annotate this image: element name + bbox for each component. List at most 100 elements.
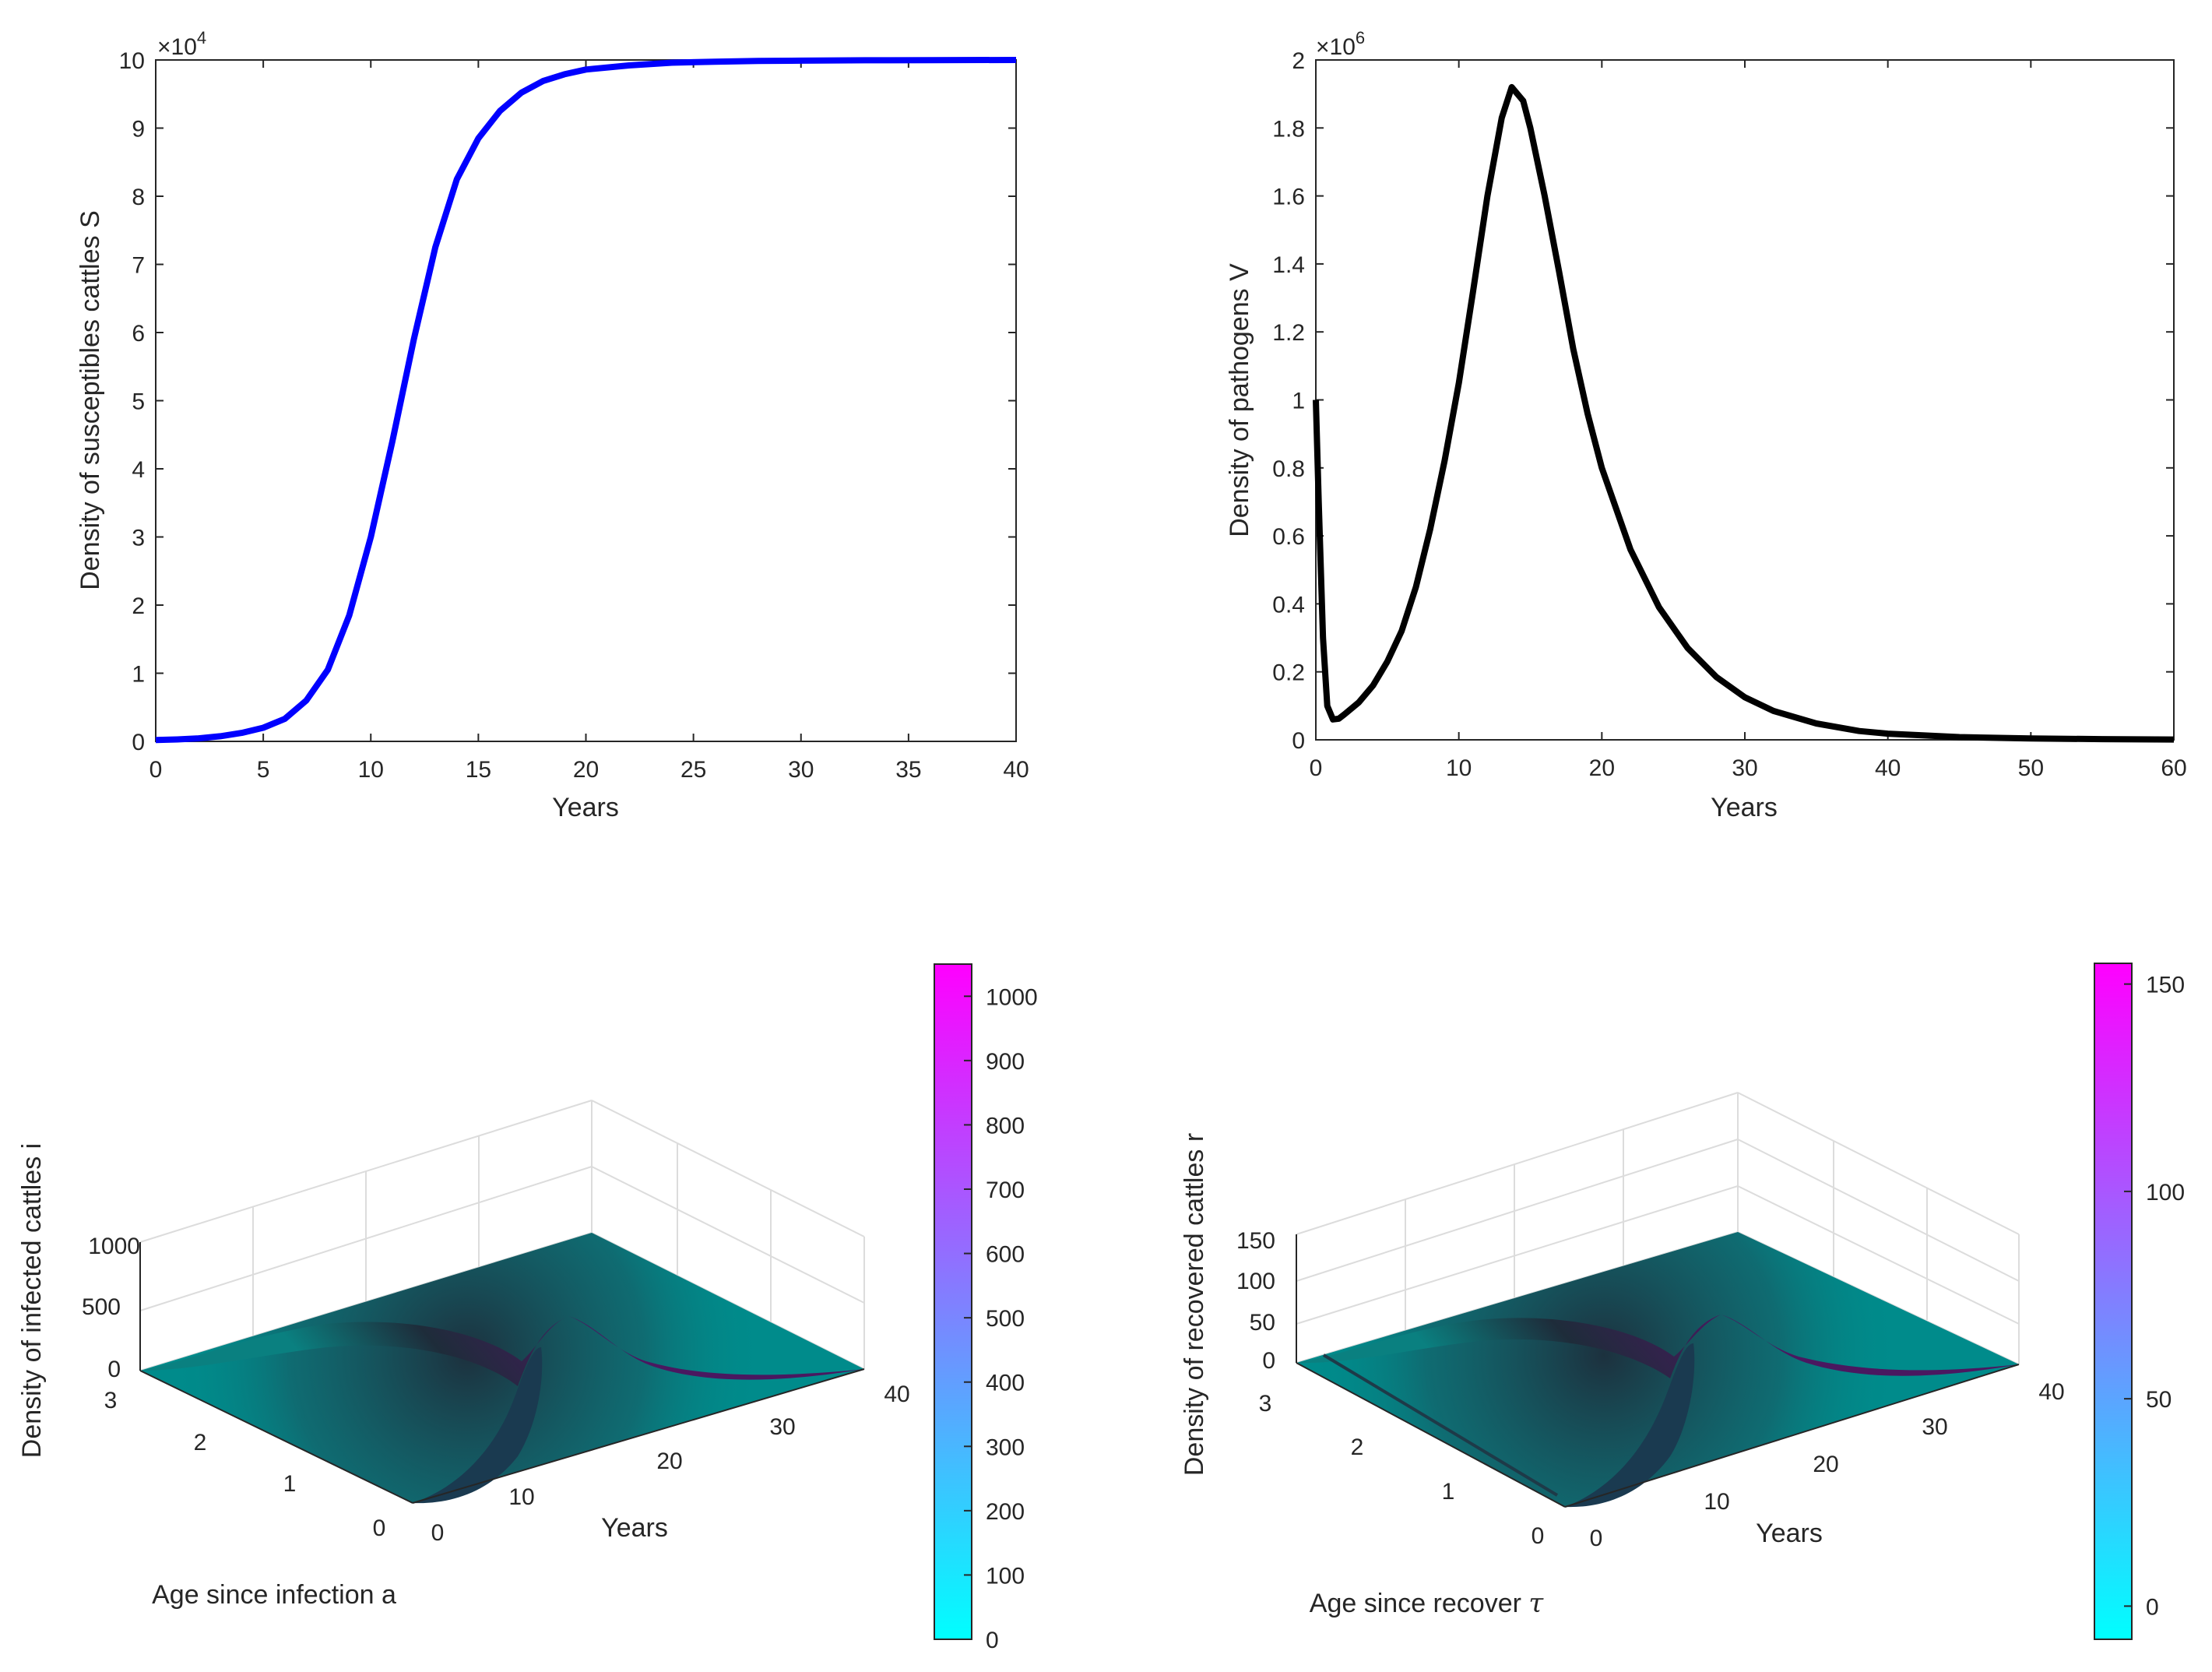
y-tick-label: 2 (132, 593, 145, 619)
y-tick-labels: 0 0.2 0.4 0.6 0.8 1 1.2 1.4 1.6 1.8 2 (1272, 48, 1305, 754)
years-tick-label: 0 (1590, 1526, 1603, 1551)
x-axis-label: Years (601, 1513, 668, 1543)
z-tick-label: 0 (107, 1357, 121, 1382)
age-tick-label: 2 (1351, 1434, 1364, 1460)
years-tick-label: 30 (1922, 1414, 1947, 1440)
z-tick-labels: 0 500 1000 (82, 1234, 140, 1382)
exponent-label: ×106 (1316, 28, 1365, 60)
surface-front-ridge (1565, 1343, 1695, 1508)
colorbar-tick-label: 700 (986, 1177, 1025, 1203)
y-tick-label: 0 (132, 730, 145, 755)
colorbar-tick-label: 600 (986, 1242, 1025, 1268)
colorbar-tick-label: 0 (986, 1628, 999, 1653)
z-tick-label: 100 (1236, 1269, 1275, 1294)
y-axis-label-text: Age since recover (1310, 1589, 1529, 1618)
years-tick-label: 0 (431, 1520, 445, 1546)
age-axis-edge (139, 1370, 413, 1504)
chart-recovered-surface: 0 50 100 150 0 1 2 3 0 10 20 30 40 Density of reco… (1180, 963, 2185, 1640)
z-tick-label: 0 (1262, 1348, 1275, 1374)
colorbar-tick-labels: 0 100 200 300 400 500 600 700 800 900 1000 (964, 984, 1038, 1653)
x-tick-label: 35 (895, 757, 921, 783)
age-tick-label: 2 (194, 1430, 207, 1456)
z-tick-label: 1000 (88, 1234, 140, 1259)
x-axis-label: Years (1756, 1519, 1823, 1548)
x-tick-label: 20 (573, 757, 599, 783)
x-tick-labels: 0 10 20 30 40 50 60 (1310, 755, 2187, 781)
y-tick-label: 5 (132, 389, 145, 415)
plot-area (1315, 59, 2175, 741)
y-tick-label: 2 (1292, 48, 1305, 74)
y-axis-label: Density of pathogens V (1225, 263, 1254, 537)
age-tick-label: 0 (373, 1515, 386, 1541)
tick-marks (1315, 59, 2175, 741)
years-axis-edge (1564, 1364, 2020, 1508)
x-tick-label: 15 (466, 757, 491, 783)
x-tick-label: 0 (1310, 755, 1323, 781)
colorbar-tick-label: 300 (986, 1434, 1025, 1460)
age-tick-label: 1 (283, 1471, 297, 1497)
surface-ridge (140, 1316, 864, 1503)
age-tick-label: 3 (104, 1388, 118, 1413)
years-tick-label: 10 (1704, 1489, 1729, 1515)
colorbar (2094, 963, 2133, 1640)
colorbar-tick-label: 150 (2146, 973, 2185, 998)
years-tick-label: 40 (2038, 1379, 2064, 1405)
x-tick-label: 60 (2161, 755, 2186, 781)
age-tick-label: 3 (1259, 1391, 1272, 1417)
z-tick-label: 500 (82, 1294, 121, 1320)
x-tick-label: 30 (1732, 755, 1757, 781)
y-tick-label: 4 (132, 457, 145, 483)
y-tick-label: 0.8 (1272, 456, 1305, 482)
age-tick-labels: 0 1 2 3 (1259, 1391, 1545, 1549)
x-tick-label: 10 (1446, 755, 1472, 781)
age-tick-label: 0 (1532, 1523, 1545, 1549)
x-tick-labels: 0 5 10 15 20 25 30 35 40 (149, 757, 1029, 783)
colorbar-tick-label: 400 (986, 1371, 1025, 1396)
surface-streak (1322, 1353, 1559, 1497)
age-axis-edge (1296, 1362, 1566, 1508)
y-tick-label: 0.4 (1272, 592, 1305, 618)
colorbar-tick-labels: 0 50 100 150 (2124, 973, 2185, 1620)
y-axis-label-symbol: τ (1528, 1588, 1544, 1619)
y-tick-label: 0 (1292, 728, 1305, 754)
z-tick-label: 150 (1236, 1228, 1275, 1254)
y-tick-label: 1.6 (1272, 185, 1305, 210)
y-tick-label: 1 (132, 662, 145, 688)
x-tick-label: 0 (149, 757, 163, 783)
y-tick-label: 10 (119, 48, 145, 74)
colorbar-tick-label: 800 (986, 1113, 1025, 1139)
plot-area (155, 59, 1017, 742)
x-tick-label: 40 (1875, 755, 1901, 781)
chart-pathogens: 0 10 20 30 40 50 60 0 0.2 0.4 0.6 0.8 1 1.2 1.4 1.6 1.8… (1225, 28, 2187, 822)
years-tick-label: 30 (769, 1414, 795, 1440)
colorbar-tick-label: 100 (986, 1563, 1025, 1589)
chart-susceptibles: 0 5 10 15 20 25 30 35 40 0 1 2 3 4 5 6 7 8 9 10 ×104 Years… (76, 28, 1029, 822)
colorbar-tick-label: 500 (986, 1306, 1025, 1332)
x-tick-label: 25 (680, 757, 706, 783)
z-axis-label: Density of recovered cattles r (1180, 1133, 1209, 1476)
surface-ridge (1296, 1315, 2019, 1507)
y-axis-label: Density of susceptibles cattles S (76, 210, 105, 590)
y-axis-label: Age since recover τ (1310, 1588, 1545, 1619)
age-tick-label: 1 (1442, 1479, 1455, 1505)
age-tick-labels: 0 1 2 3 (104, 1388, 386, 1541)
y-tick-label: 1.8 (1272, 116, 1305, 142)
z-tick-labels: 0 50 100 150 (1236, 1228, 1275, 1374)
colorbar-tick-label: 0 (2146, 1594, 2159, 1620)
y-tick-label: 6 (132, 321, 145, 347)
x-tick-label: 10 (358, 757, 384, 783)
surface-front-ridge (413, 1347, 543, 1504)
years-axis-edge (412, 1368, 865, 1504)
years-tick-label: 10 (508, 1484, 534, 1510)
y-axis-label: Age since infection a (152, 1580, 396, 1610)
y-tick-label: 8 (132, 185, 145, 210)
y-tick-labels: 0 1 2 3 4 5 6 7 8 9 10 (119, 48, 145, 755)
x-tick-label: 50 (2018, 755, 2044, 781)
years-tick-label: 20 (656, 1448, 682, 1474)
y-tick-label: 1 (1292, 389, 1305, 414)
x-tick-label: 30 (788, 757, 814, 783)
colorbar (934, 963, 972, 1640)
colorbar-tick-label: 200 (986, 1499, 1025, 1525)
years-tick-labels: 0 10 20 30 40 (431, 1382, 910, 1546)
